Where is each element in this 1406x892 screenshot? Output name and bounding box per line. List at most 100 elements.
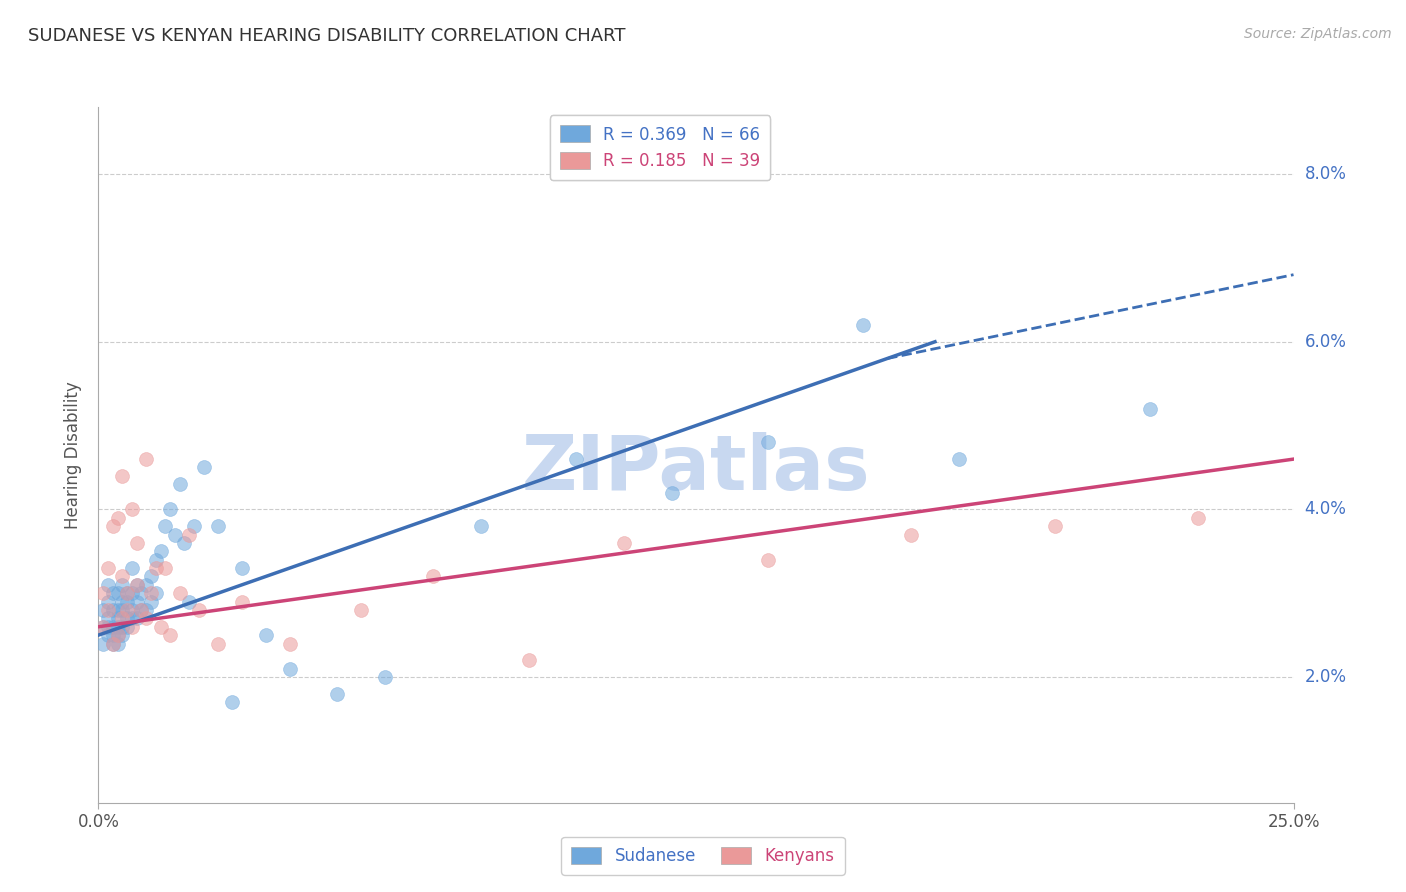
Point bbox=[97, 578, 120, 592]
Point bbox=[97, 603, 120, 617]
Point bbox=[179, 527, 201, 541]
Point bbox=[948, 452, 970, 467]
Point bbox=[97, 620, 120, 634]
Point bbox=[278, 636, 301, 650]
Point bbox=[107, 510, 129, 524]
Point bbox=[115, 620, 138, 634]
Point bbox=[111, 620, 134, 634]
Point bbox=[145, 561, 167, 575]
Point bbox=[101, 586, 124, 600]
Point bbox=[91, 603, 114, 617]
Text: Source: ZipAtlas.com: Source: ZipAtlas.com bbox=[1244, 27, 1392, 41]
Point bbox=[231, 594, 253, 608]
Text: 2.0%: 2.0% bbox=[1305, 668, 1347, 686]
Point bbox=[852, 318, 875, 332]
Point bbox=[187, 603, 209, 617]
Point bbox=[121, 620, 143, 634]
Point bbox=[179, 594, 201, 608]
Point bbox=[135, 611, 157, 625]
Point bbox=[91, 620, 114, 634]
Point bbox=[159, 628, 181, 642]
Point bbox=[107, 636, 129, 650]
Point bbox=[115, 586, 138, 600]
Legend: R = 0.369   N = 66, R = 0.185   N = 39: R = 0.369 N = 66, R = 0.185 N = 39 bbox=[550, 115, 770, 180]
Legend: Sudanese, Kenyans: Sudanese, Kenyans bbox=[561, 837, 845, 875]
Point bbox=[121, 611, 143, 625]
Point bbox=[125, 611, 148, 625]
Point bbox=[374, 670, 396, 684]
Point bbox=[169, 477, 191, 491]
Point bbox=[91, 586, 114, 600]
Point bbox=[111, 468, 134, 483]
Point bbox=[125, 578, 148, 592]
Point bbox=[139, 586, 162, 600]
Point bbox=[756, 435, 779, 450]
Point bbox=[135, 452, 157, 467]
Point bbox=[107, 628, 129, 642]
Point bbox=[1187, 510, 1209, 524]
Point bbox=[139, 594, 162, 608]
Point bbox=[139, 569, 162, 583]
Point bbox=[149, 620, 172, 634]
Text: ZIPatlas: ZIPatlas bbox=[522, 432, 870, 506]
Point bbox=[107, 611, 129, 625]
Point bbox=[613, 536, 636, 550]
Point bbox=[125, 594, 148, 608]
Point bbox=[221, 695, 243, 709]
Point bbox=[121, 502, 143, 516]
Point bbox=[115, 603, 138, 617]
Point bbox=[163, 527, 186, 541]
Point bbox=[517, 653, 540, 667]
Text: 6.0%: 6.0% bbox=[1305, 333, 1347, 351]
Point bbox=[173, 536, 195, 550]
Point bbox=[350, 603, 373, 617]
Point bbox=[207, 636, 229, 650]
Point bbox=[155, 561, 177, 575]
Point bbox=[565, 452, 588, 467]
Point bbox=[125, 536, 148, 550]
Point bbox=[97, 594, 120, 608]
Point bbox=[115, 594, 138, 608]
Point bbox=[107, 628, 129, 642]
Point bbox=[422, 569, 444, 583]
Point bbox=[101, 636, 124, 650]
Point bbox=[135, 578, 157, 592]
Point bbox=[900, 527, 922, 541]
Point bbox=[111, 628, 134, 642]
Point bbox=[207, 519, 229, 533]
Point bbox=[97, 611, 120, 625]
Text: 8.0%: 8.0% bbox=[1305, 165, 1347, 183]
Point bbox=[131, 603, 153, 617]
Point bbox=[111, 603, 134, 617]
Point bbox=[97, 561, 120, 575]
Point bbox=[169, 586, 191, 600]
Point bbox=[254, 628, 277, 642]
Point bbox=[107, 620, 129, 634]
Point bbox=[121, 561, 143, 575]
Point bbox=[149, 544, 172, 558]
Point bbox=[159, 502, 181, 516]
Point bbox=[121, 603, 143, 617]
Point bbox=[101, 519, 124, 533]
Point bbox=[97, 628, 120, 642]
Point bbox=[111, 569, 134, 583]
Point bbox=[111, 578, 134, 592]
Point bbox=[115, 611, 138, 625]
Y-axis label: Hearing Disability: Hearing Disability bbox=[65, 381, 83, 529]
Point bbox=[1043, 519, 1066, 533]
Point bbox=[155, 519, 177, 533]
Point bbox=[135, 603, 157, 617]
Point bbox=[115, 586, 138, 600]
Point bbox=[121, 586, 143, 600]
Point bbox=[145, 552, 167, 566]
Point bbox=[107, 603, 129, 617]
Point bbox=[326, 687, 349, 701]
Point bbox=[101, 636, 124, 650]
Point bbox=[91, 620, 114, 634]
Text: SUDANESE VS KENYAN HEARING DISABILITY CORRELATION CHART: SUDANESE VS KENYAN HEARING DISABILITY CO… bbox=[28, 27, 626, 45]
Point bbox=[193, 460, 215, 475]
Point bbox=[183, 519, 205, 533]
Point bbox=[278, 662, 301, 676]
Point bbox=[101, 628, 124, 642]
Point bbox=[131, 603, 153, 617]
